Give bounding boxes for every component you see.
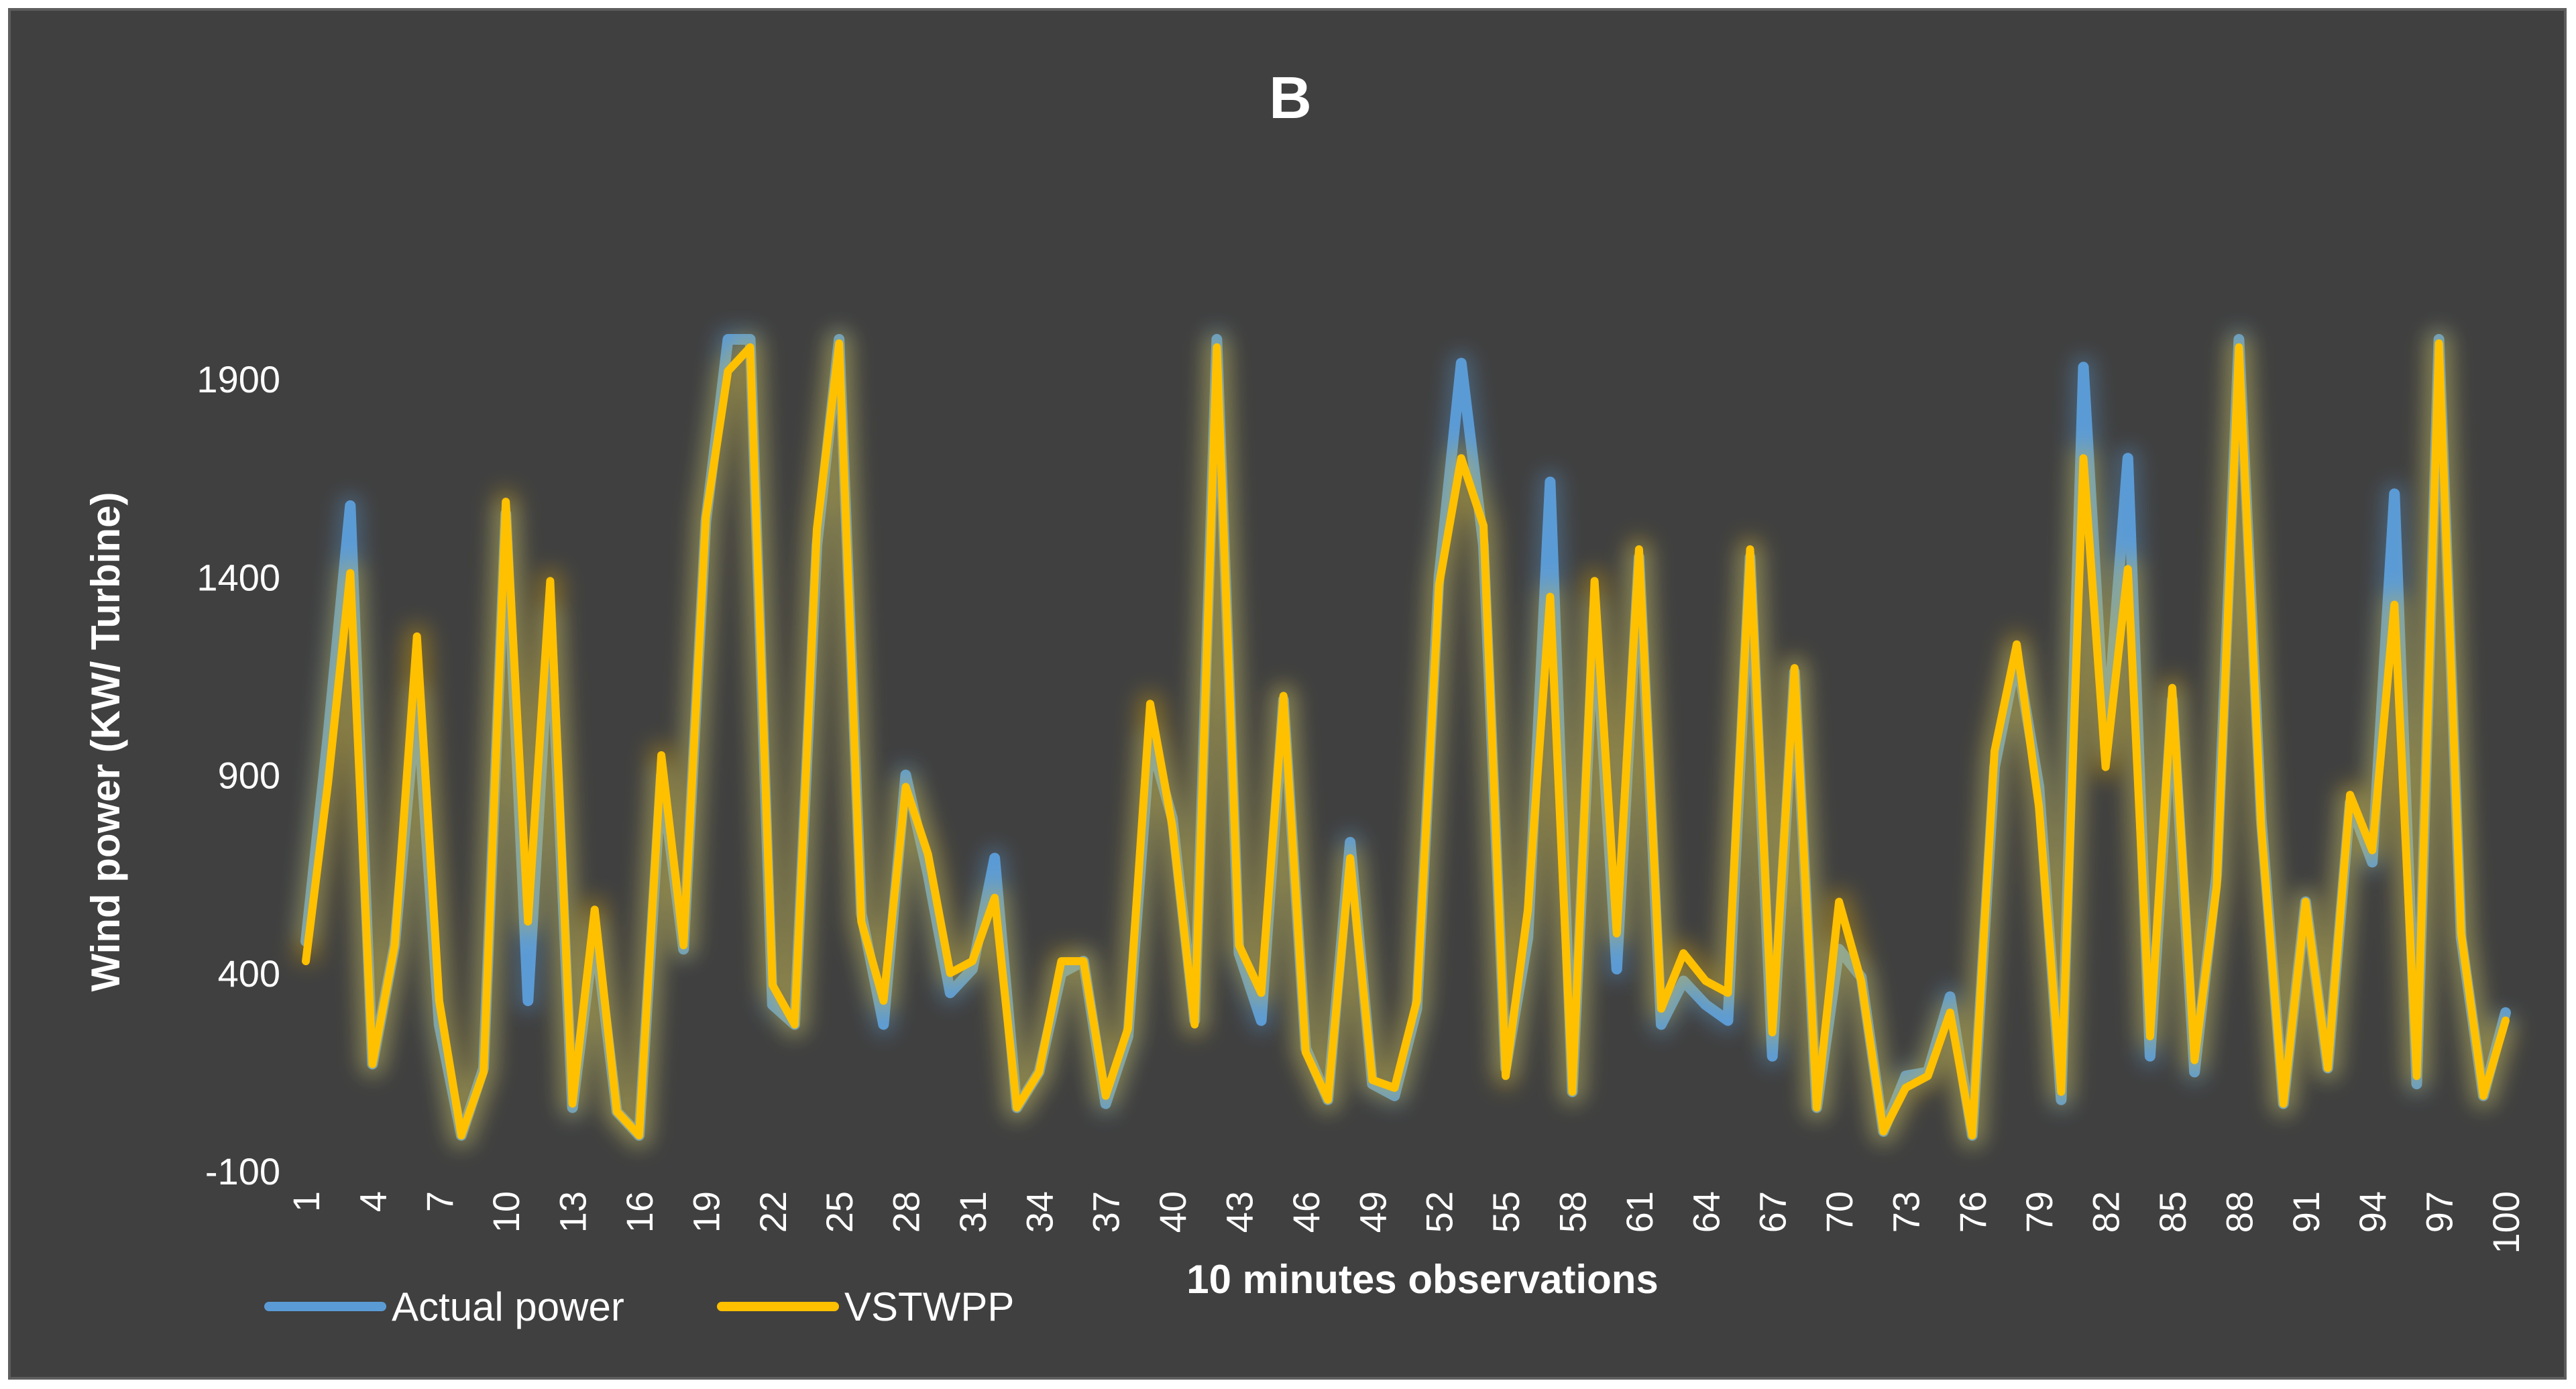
x-tick-label: 46 [1285,1191,1327,1233]
y-axis-title: Wind power (KW/ Turbine) [83,492,128,992]
x-tick-label: 58 [1551,1191,1593,1233]
x-tick-label: 55 [1485,1191,1527,1233]
x-axis-title: 10 minutes observations [1186,1257,1659,1302]
x-tick-label: 31 [952,1191,994,1233]
x-tick-label: 34 [1018,1191,1060,1233]
x-tick-label: 40 [1152,1191,1194,1233]
y-tick-label: 1400 [197,556,280,598]
x-tick-label: 91 [2285,1191,2327,1233]
x-tick-label: 1 [285,1191,327,1212]
x-tick-label: 73 [1885,1191,1927,1233]
x-tick-label: 13 [552,1191,594,1233]
chart-title: B [1269,64,1312,131]
x-tick-label: 49 [1351,1191,1394,1233]
x-tick-label: 76 [1952,1191,1994,1233]
x-tick-label: 88 [2218,1191,2260,1233]
legend: Actual power VSTWPP [264,1284,1014,1329]
x-tick-label: 4 [351,1191,394,1212]
x-tick-label: 79 [2018,1191,2060,1233]
chart-panel: B -100 400 900 1400 1900 1 4 7 10 13 16 19 22 25 28 31 3… [8,8,2567,1380]
line-chart: B -100 400 900 1400 1900 1 4 7 10 13 16 19 22 25 28 31 3… [83,64,2527,1329]
x-tick-label: 94 [2351,1191,2394,1233]
series-line-vstwpp [302,339,2510,1140]
x-tick-label: 61 [1618,1191,1661,1233]
x-tick-label: 19 [685,1191,727,1233]
y-tick-label: -100 [205,1150,280,1192]
x-tick-label: 100 [2485,1191,2527,1254]
x-tick-label: 64 [1685,1191,1727,1233]
x-tick-label: 43 [1219,1191,1261,1233]
legend-label-vstwpp: VSTWPP [844,1284,1014,1329]
x-tick-label: 97 [2418,1191,2461,1233]
x-tick-label: 22 [752,1191,794,1233]
x-tick-label: 52 [1418,1191,1461,1233]
x-tick-label: 70 [1818,1191,1860,1233]
x-tick-label: 16 [618,1191,661,1233]
x-tick-label: 37 [1085,1191,1127,1233]
x-tick-label: 82 [2085,1191,2127,1233]
x-tick-label: 85 [2151,1191,2194,1233]
x-tick-label: 25 [818,1191,860,1233]
y-tick-label: 900 [218,755,280,797]
x-tick-label: 67 [1752,1191,1794,1233]
legend-label-actual-power: Actual power [392,1284,624,1329]
y-tick-label: 1900 [197,358,280,400]
x-tick-label: 10 [485,1191,527,1233]
x-tick-label: 28 [885,1191,928,1233]
y-tick-label: 400 [218,952,280,995]
x-tick-label: 7 [418,1191,461,1212]
